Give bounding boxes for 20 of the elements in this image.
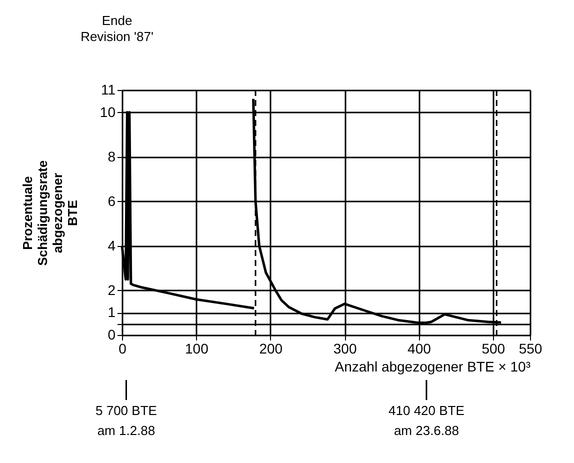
y-tick-label: 2 [108,282,116,298]
x-tick-label: 300 [333,340,357,356]
y-tick-label: 1 [108,304,116,320]
x-tick-label: 100 [185,340,209,356]
y-tick-label: 11 [100,82,116,98]
annotation: 5 700 BTE am 1.2.88 [96,403,158,438]
x-axis-title: Anzahl abgezogener BTE × 10³ [334,358,531,374]
x-tick-label: 0 [118,340,127,356]
y-axis-title: Prozentuale Schädigungsrate abgezogener BTE [20,160,80,266]
y-tick-label: 10 [100,104,116,120]
text: Ende Revision '87' [80,13,154,44]
x-tick-label: 550 [518,340,542,356]
y-tick-label: 4 [108,237,116,254]
annotation: 410 420 BTE am 23.6.88 [388,403,465,438]
x-tick-label: 200 [259,340,283,356]
y-tick-label: 0 [108,326,116,342]
x-tick-label: 400 [408,340,432,356]
y-tick-label: 6 [108,192,116,209]
x-tick-label: 500 [482,340,506,356]
y-tick-label: 8 [108,148,116,164]
